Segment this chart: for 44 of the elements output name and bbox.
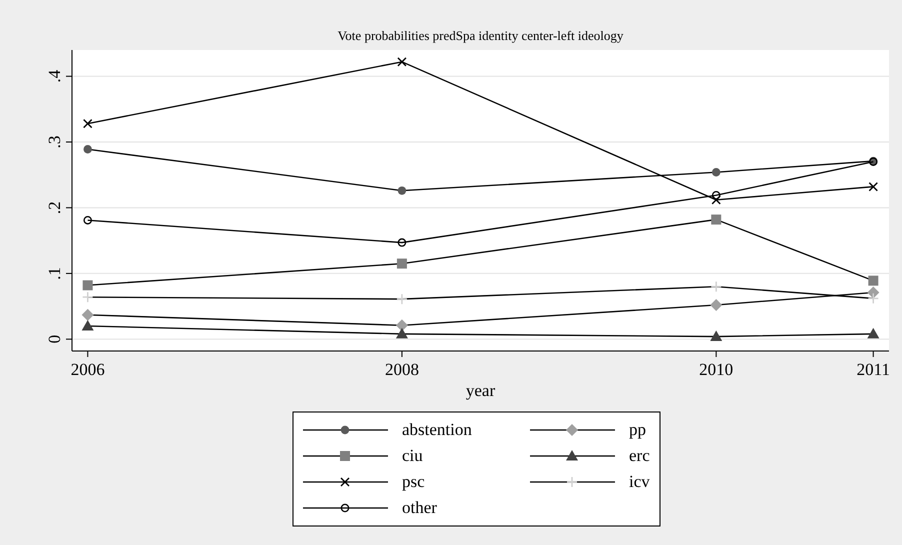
point (711, 214, 722, 225)
point (396, 319, 408, 332)
point (868, 276, 878, 286)
x-tick-label: 2006 (70, 360, 105, 379)
point (710, 298, 722, 311)
point (83, 118, 92, 128)
point (396, 328, 408, 338)
x-tick-label: 2008 (384, 360, 419, 379)
point (83, 216, 92, 224)
point (398, 238, 406, 247)
point (84, 145, 92, 154)
point (868, 292, 879, 304)
point (82, 280, 93, 290)
legend-label: psc (402, 472, 426, 491)
legend-label: ciu (402, 446, 424, 465)
point (82, 320, 94, 331)
point (398, 186, 406, 195)
legend-label: icv (629, 472, 650, 491)
y-tick-label: .1 (45, 267, 64, 280)
point (397, 57, 407, 67)
x-tick-label: 2010 (699, 360, 734, 379)
point (867, 286, 880, 299)
legend-label: other (402, 498, 438, 517)
legend-label: abstention (402, 420, 472, 439)
legend-label: pp (629, 420, 646, 439)
point (712, 190, 720, 200)
point (82, 308, 94, 321)
y-tick-label: .2 (45, 201, 64, 214)
point (867, 328, 880, 338)
point (82, 291, 94, 303)
y-tick-label: .4 (45, 69, 64, 83)
point (710, 280, 722, 292)
point (396, 293, 408, 305)
point (868, 182, 878, 192)
y-tick-label: 0 (45, 334, 64, 344)
point (710, 330, 722, 342)
chart-title: Vote probabilities predSpa identity center-left ideology (338, 28, 624, 43)
point (712, 168, 720, 176)
x-tick-label: 2011 (856, 360, 890, 379)
point (711, 195, 721, 205)
point (396, 258, 407, 269)
y-tick-label: .3 (45, 136, 64, 148)
x-axis-title: year (466, 381, 496, 400)
legend-label: erc (629, 446, 650, 465)
